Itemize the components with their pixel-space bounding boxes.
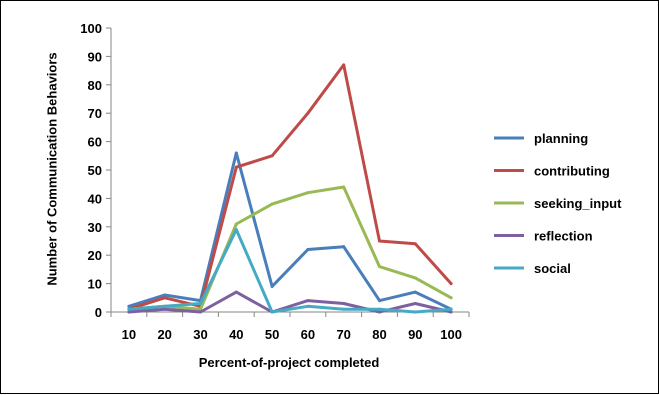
data-point [449,307,453,311]
y-tick-label: 80 [88,78,102,93]
data-point [449,282,453,286]
data-point [378,299,381,303]
data-point [270,202,274,206]
data-point [378,265,381,269]
x-tick-label: 100 [440,327,462,342]
data-point [342,307,346,311]
x-tick-label: 80 [372,327,386,342]
data-point [234,165,238,169]
data-point [306,248,310,252]
data-point [378,307,381,311]
data-point [342,245,346,249]
data-point [306,299,310,303]
legend-label: seeking_input [534,196,622,211]
series-line-seeking-input [127,185,453,311]
data-point [163,307,167,311]
y-tick-label: 30 [88,220,102,235]
x-tick-label: 30 [193,327,207,342]
data-point [378,239,381,243]
y-axis-title: Number of Communication Behaviors [44,52,59,285]
data-point [413,290,417,294]
data-point [413,276,417,280]
data-point [342,301,346,305]
y-tick-label: 100 [80,21,102,36]
data-point [234,222,238,226]
y-tick-label: 40 [88,191,102,206]
data-point [306,191,310,195]
data-point [163,293,167,297]
y-tick-label: 10 [88,277,102,292]
data-point [163,304,167,308]
data-point [378,310,381,314]
series-line-reflection [127,290,453,314]
y-tick-label: 60 [88,135,102,150]
series-line-planning [127,151,453,311]
data-point [306,111,310,115]
data-point [342,63,346,67]
x-tick-label: 60 [301,327,315,342]
data-point [127,304,131,308]
data-point [234,151,238,155]
legend-label: contributing [534,164,610,179]
data-point [163,296,167,300]
data-point [449,296,453,300]
y-tick-label: 90 [88,49,102,64]
data-point [413,301,417,305]
data-point [199,310,202,314]
data-point [270,154,274,158]
series-line-social [127,228,453,314]
y-tick-label: 20 [88,248,102,263]
x-tick-label: 10 [122,327,136,342]
x-tick-label: 50 [265,327,279,342]
x-axis-title: Percent-of-project completed [199,355,380,370]
data-point [127,307,131,311]
x-tick-label: 90 [408,327,422,342]
data-point [270,310,274,314]
data-point [127,310,131,314]
x-tick-label: 20 [157,327,171,342]
data-point [270,284,274,288]
y-tick-label: 70 [88,106,102,121]
series-line-contributing [127,63,453,311]
x-tick-label: 70 [336,327,350,342]
legend-label: planning [534,131,588,146]
data-point [234,228,238,232]
y-tick-label: 0 [95,305,102,320]
data-point [449,310,453,314]
data-point [413,242,417,246]
data-point [306,304,310,308]
legend-label: reflection [534,229,593,244]
legend-label: social [534,261,571,276]
data-point [199,301,202,305]
data-point [413,310,417,314]
x-tick-label: 40 [229,327,243,342]
data-point [234,290,238,294]
data-point [342,185,346,189]
y-tick-label: 50 [88,163,102,178]
